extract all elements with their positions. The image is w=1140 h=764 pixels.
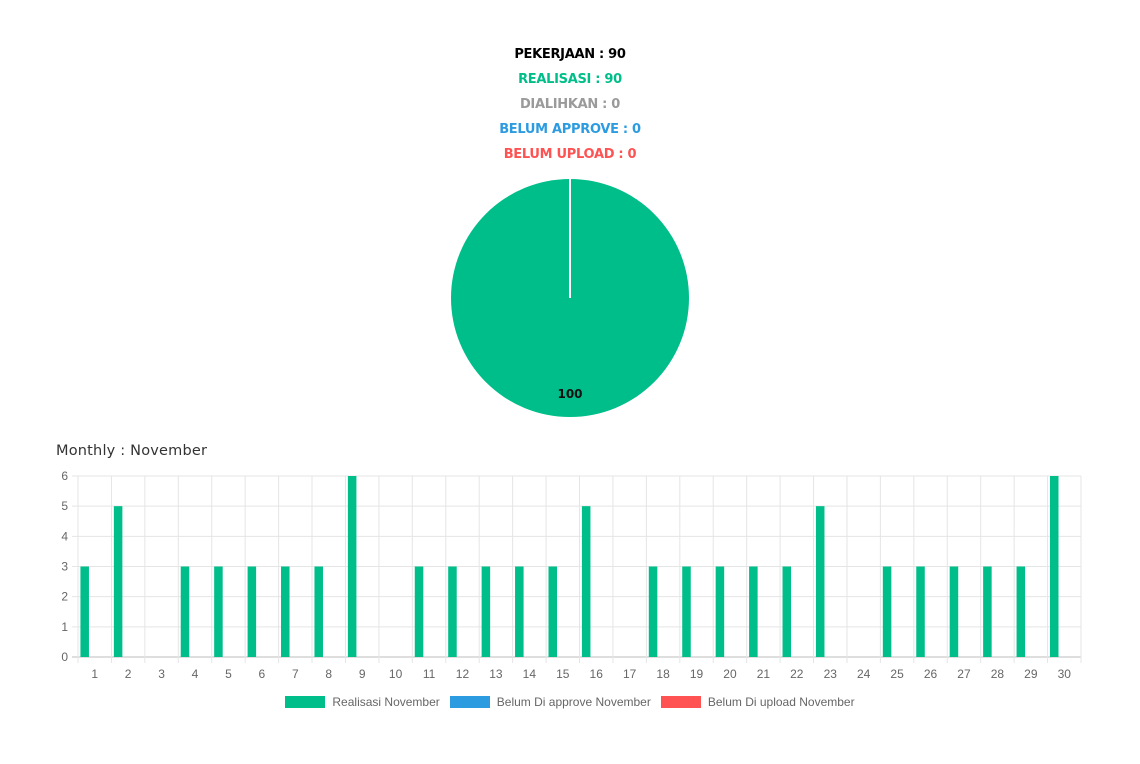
summary-block: PEKERJAAN : 90 REALISASI : 90 DIALIHKAN … [0,42,1140,167]
bar-realisasi [983,566,992,657]
pie-chart: 100 [451,179,689,417]
legend-swatch-belum-approve [449,696,490,708]
y-tick-label: 1 [61,620,68,634]
pekerjaan-count: PEKERJAAN : 90 [514,47,626,62]
bar-realisasi [180,566,190,657]
x-tick-label: 5 [225,667,232,681]
bar-realisasi [548,566,558,657]
x-tick-label: 3 [158,667,165,681]
legend-label-realisasi: Realisasi November [332,695,440,709]
bar-realisasi [247,566,257,657]
bar-realisasi [414,566,424,657]
x-tick-label: 9 [359,667,366,681]
y-tick-label: 3 [61,560,68,574]
x-tick-label: 12 [456,667,470,681]
bar-realisasi [648,566,658,657]
bar-realisasi [1016,566,1026,657]
legend-label-belum-approve: Belum Di approve November [496,695,651,709]
pie-data-label: 100 [557,387,582,401]
belum-upload-count: BELUM UPLOAD : 0 [503,147,637,162]
monthly-title: Monthly : November [56,443,208,459]
x-tick-label: 27 [957,667,971,681]
x-tick-label: 23 [824,667,838,681]
x-tick-label: 22 [790,667,804,681]
bar-realisasi [949,566,959,657]
chart-legend: Realisasi November Belum Di approve Nove… [0,695,1140,709]
x-tick-label: 7 [292,667,299,681]
x-tick-label: 25 [890,667,904,681]
bar-realisasi [448,566,457,657]
y-tick-label: 5 [61,499,68,513]
x-tick-label: 17 [623,667,637,681]
x-tick-label: 2 [125,667,132,681]
x-tick-label: 29 [1024,667,1038,681]
bar-realisasi [815,506,825,657]
x-tick-label: 21 [757,667,771,681]
x-tick-label: 1 [91,667,98,681]
x-tick-label: 10 [389,667,403,681]
legend-item-realisasi[interactable]: Realisasi November [285,695,440,709]
x-tick-label: 20 [723,667,737,681]
realisasi-count: REALISASI : 90 [518,72,622,87]
legend-item-belum-upload[interactable]: Belum Di upload November [660,695,855,709]
bar-realisasi [80,566,89,657]
x-tick-label: 28 [991,667,1005,681]
x-tick-label: 8 [325,667,332,681]
y-tick-label: 0 [61,650,68,664]
bar-realisasi [715,566,725,657]
x-tick-label: 30 [1058,667,1072,681]
legend-item-belum-approve[interactable]: Belum Di approve November [449,695,651,709]
belum-approve-count: BELUM APPROVE : 0 [499,122,641,137]
bar-realisasi [782,566,792,657]
bar-realisasi [581,506,591,657]
x-tick-label: 14 [523,667,537,681]
y-tick-label: 4 [61,529,68,543]
x-tick-label: 19 [690,667,704,681]
bar-realisasi [113,506,123,657]
bar-realisasi [214,566,223,657]
x-tick-label: 15 [556,667,570,681]
bar-realisasi [682,566,691,657]
bar-realisasi [882,566,892,657]
legend-swatch-realisasi [285,696,326,708]
bar-realisasi [515,566,524,657]
x-tick-label: 18 [656,667,670,681]
x-tick-label: 26 [924,667,938,681]
x-tick-label: 13 [489,667,503,681]
bar-realisasi [749,566,758,657]
bar-realisasi [314,566,323,657]
legend-swatch-belum-upload [660,696,701,708]
x-tick-label: 24 [857,667,871,681]
bar-realisasi [281,566,290,657]
x-tick-label: 16 [590,667,604,681]
legend-label-belum-upload: Belum Di upload November [707,695,855,709]
bar-realisasi [347,476,357,657]
x-tick-label: 4 [192,667,199,681]
y-tick-label: 2 [61,590,68,604]
bar-realisasi [1049,476,1059,657]
bar-realisasi [916,566,925,657]
x-tick-label: 6 [259,667,266,681]
y-tick-label: 6 [61,469,68,483]
bar-realisasi [481,566,491,657]
dialihkan-count: DIALIHKAN : 0 [519,97,621,112]
x-tick-label: 11 [423,667,436,681]
